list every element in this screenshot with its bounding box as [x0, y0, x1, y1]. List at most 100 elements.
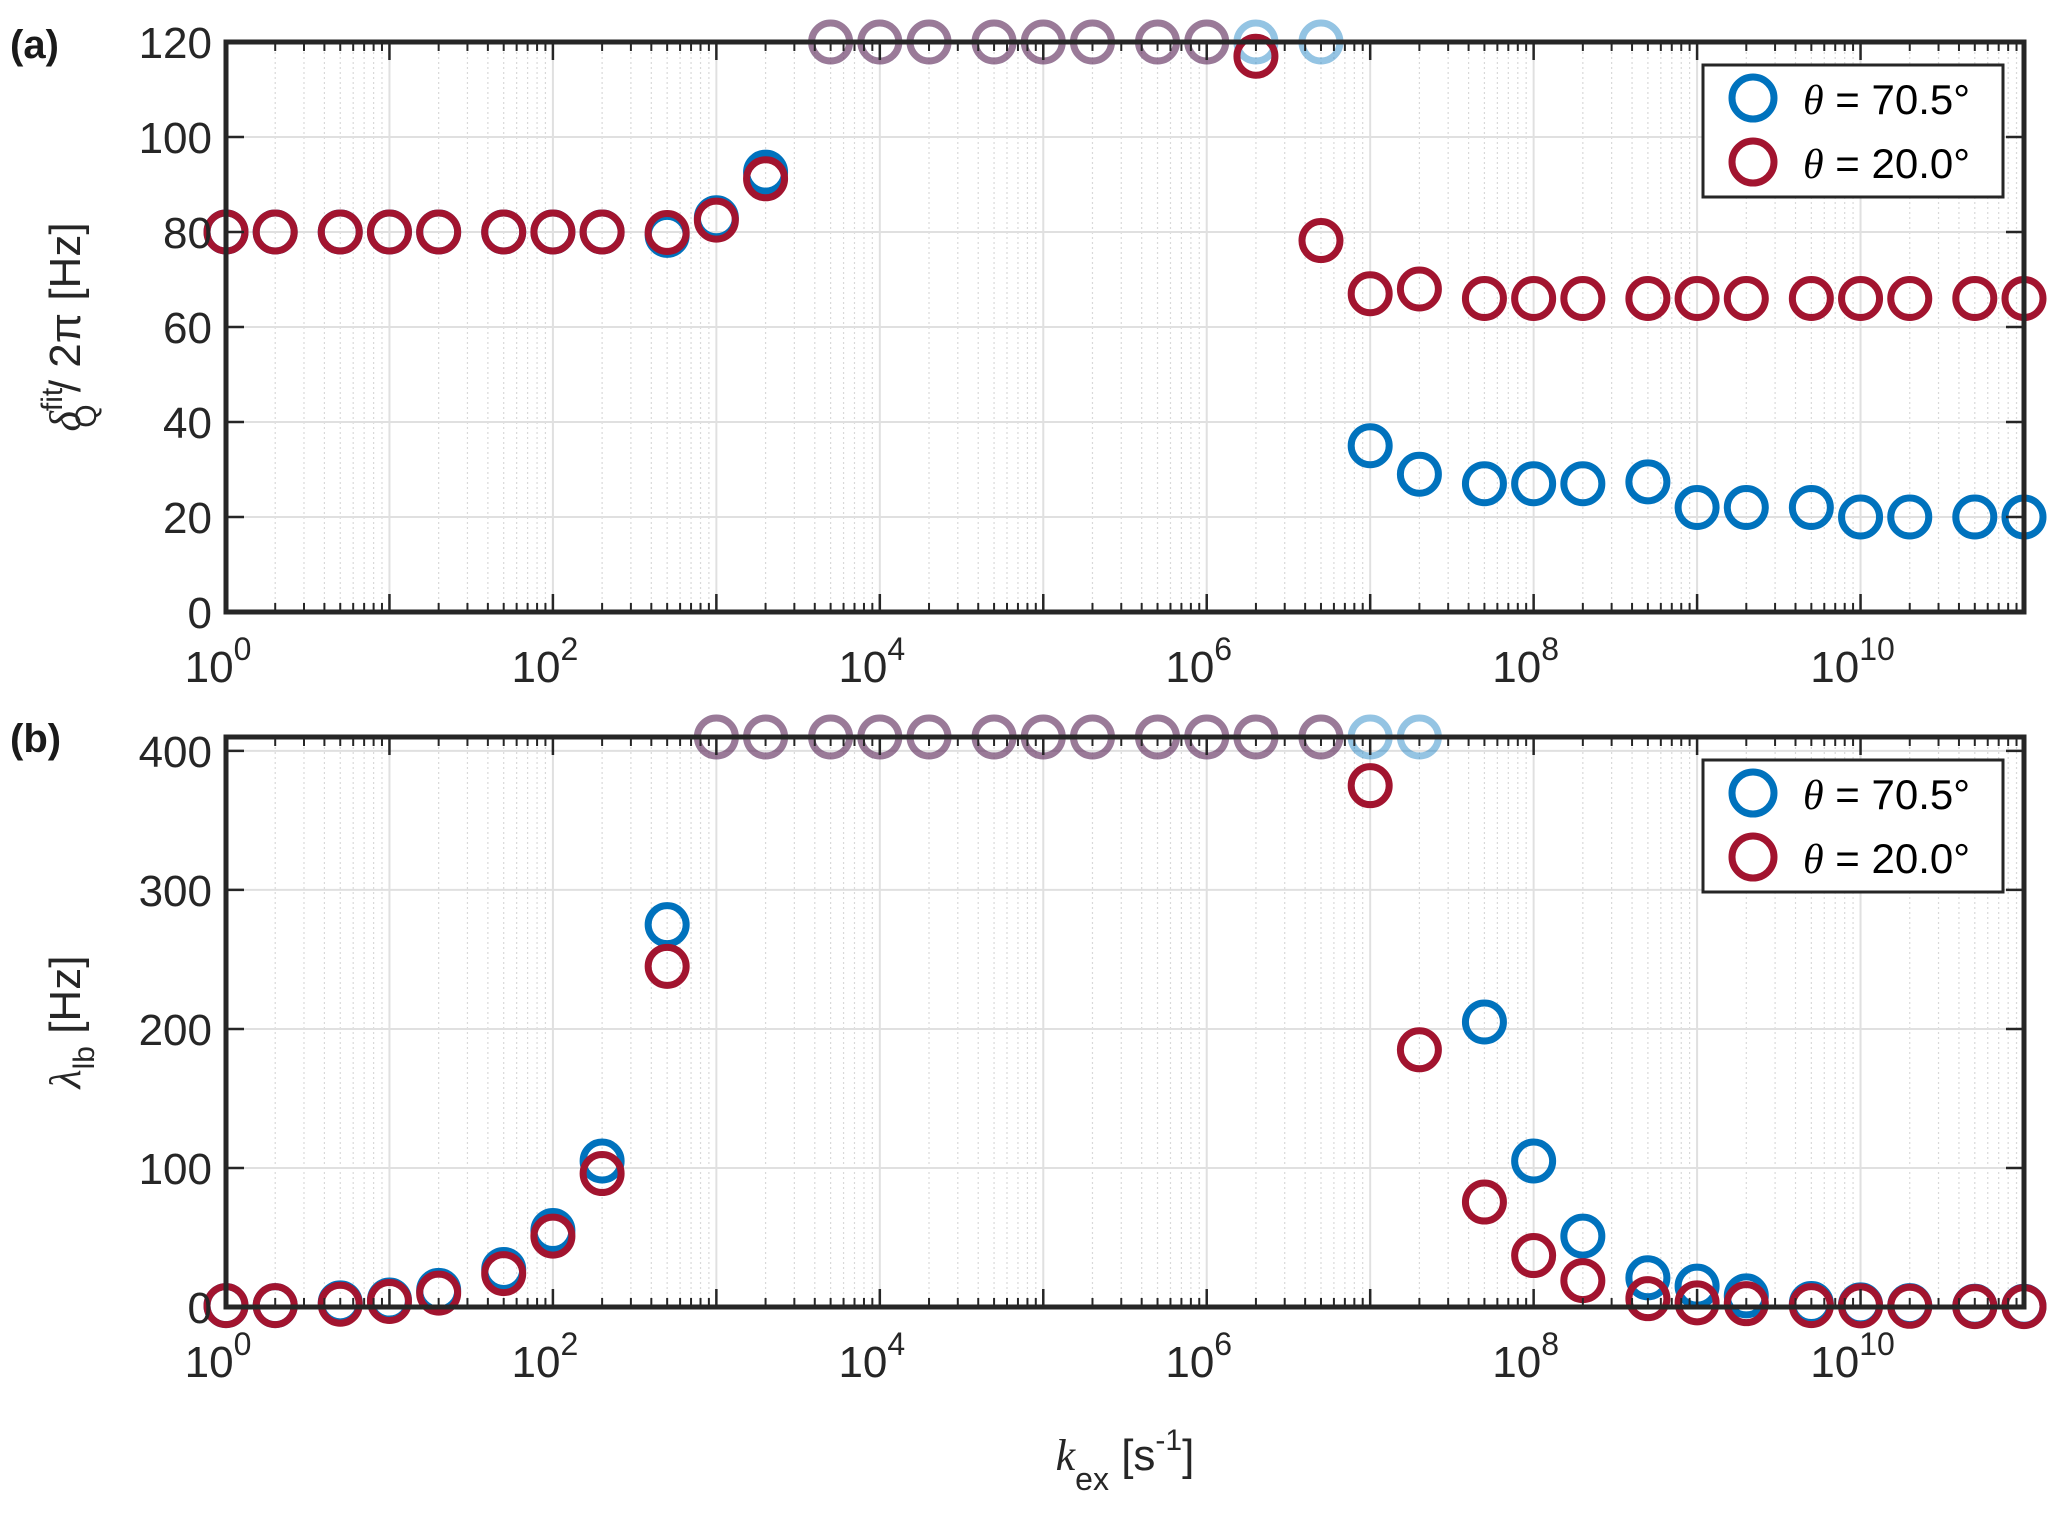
x-tick-label: 100: [185, 1326, 252, 1387]
x-tick-base: 10: [185, 1338, 234, 1387]
y-label-symbol: δ: [41, 410, 90, 432]
marker-theta-20-0: [366, 209, 412, 255]
legend-entry-label: θ = 70.5°: [1803, 76, 1970, 124]
y-tick-label: 200: [139, 1006, 212, 1055]
x-tick-exponent: 2: [560, 631, 578, 667]
marker-theta-20-0: [1347, 271, 1393, 317]
legend-theta-symbol: θ: [1803, 773, 1824, 819]
y-tick-label: 0: [188, 1284, 212, 1333]
legend-marker-icon: [1728, 73, 1778, 123]
legend-theta-value: = 70.5°: [1824, 771, 1970, 818]
x-tick-label: 108: [1492, 631, 1559, 692]
legend-theta-symbol: θ: [1803, 78, 1824, 124]
marker-theta-20-0: [1625, 276, 1671, 321]
legend-marker-icon: [1728, 832, 1778, 882]
y-label-symbol: λ: [41, 1069, 90, 1090]
marker-theta-70-5: [1674, 485, 1720, 530]
panel-a-markers: [203, 19, 2047, 540]
x-tick-label: 104: [838, 1326, 905, 1387]
x-tick-exponent: 4: [887, 1326, 905, 1362]
y-tick-label: 100: [139, 1145, 212, 1194]
y-tick-label: 40: [163, 399, 212, 448]
marker-theta-20-0: [416, 209, 462, 255]
marker-theta-20-0: [1674, 1280, 1720, 1326]
panel-a-legend: θ = 70.5° θ = 20.0°: [1701, 63, 2005, 199]
marker-theta-20-0: [579, 209, 625, 255]
marker-theta-20-0: [1723, 1281, 1769, 1327]
x-label-unit-open: [s: [1109, 1431, 1155, 1480]
y-tick-label: 80: [163, 209, 212, 258]
y-label-rest: [Hz]: [41, 956, 90, 1046]
x-tick-exponent: 6: [1214, 1326, 1232, 1362]
legend-theta-value: = 20.0°: [1824, 835, 1970, 882]
x-tick-label: 102: [512, 631, 579, 692]
marker-theta-20-0: [1560, 276, 1606, 321]
panel-b-label: (b): [10, 717, 61, 761]
x-tick-exponent: 4: [887, 631, 905, 667]
marker-theta-20-0: [1838, 276, 1884, 321]
y-label-sub: lb: [68, 1046, 101, 1069]
marker-theta-20-0: [317, 1281, 363, 1327]
marker-theta-70-5: [1511, 461, 1557, 507]
marker-theta-20-0: [1887, 276, 1933, 321]
x-tick-base: 10: [512, 1338, 561, 1387]
x-tick-label: 104: [838, 631, 905, 692]
marker-theta-70-5: [1461, 999, 1507, 1045]
y-tick-label: 0: [188, 589, 212, 638]
marker-theta-20-0: [530, 209, 576, 255]
marker-theta-20-0: [1952, 276, 1998, 321]
marker-theta-20-0: [481, 1251, 527, 1297]
marker-theta-70-5: [644, 902, 690, 948]
marker-theta-20-0: [1788, 276, 1834, 321]
legend-entry-label: θ = 70.5°: [1803, 771, 1970, 819]
marker-theta-70-5: [1723, 485, 1769, 530]
legend-entry-label: θ = 20.0°: [1803, 835, 1970, 883]
marker-theta-20-0: [579, 1151, 625, 1197]
x-label-unit-close: ]: [1182, 1431, 1194, 1480]
x-tick-exponent: 10: [1859, 631, 1895, 667]
marker-theta-20-0: [644, 209, 690, 255]
y-label-sup: fit: [36, 387, 69, 411]
x-axis-label: kex [s-1]: [1056, 1424, 1195, 1497]
marker-theta-20-0: [366, 1278, 412, 1324]
marker-theta-20-0: [1233, 33, 1279, 79]
axes-frame: [223, 734, 2027, 1310]
legend-marker-icon: [1728, 768, 1778, 818]
marker-theta-70-5: [1461, 461, 1507, 507]
x-tick-label: 106: [1165, 1326, 1232, 1387]
marker-theta-20-0: [1396, 266, 1442, 312]
x-label-unit-sup: -1: [1155, 1424, 1182, 1457]
x-label-sub: ex: [1075, 1461, 1109, 1497]
legend-entry-label: θ = 20.0°: [1803, 140, 1970, 188]
marker-theta-70-5: [1625, 1255, 1671, 1301]
x-tick-label: 1010: [1810, 1326, 1895, 1387]
x-tick-exponent: 2: [560, 1326, 578, 1362]
marker-theta-20-0: [1461, 1179, 1507, 1225]
legend-box: [1701, 758, 2005, 894]
y-tick-label: 400: [139, 728, 212, 777]
marker-theta-20-0: [1723, 276, 1769, 321]
y-tick-label: 120: [139, 19, 212, 68]
legend-theta-value: = 70.5°: [1824, 76, 1970, 123]
marker-theta-20-0: [1396, 1027, 1442, 1073]
marker-theta-20-0: [317, 209, 363, 255]
marker-theta-70-5: [579, 1138, 625, 1184]
panel-b-ticks: [224, 737, 2026, 1309]
y-tick-label: 60: [163, 304, 212, 353]
marker-theta-20-0: [416, 1270, 462, 1316]
marker-theta-20-0: [1511, 276, 1557, 321]
x-tick-exponent: 0: [234, 1326, 252, 1362]
marker-theta-20-0: [743, 156, 789, 202]
panel-a-label: (a): [10, 23, 59, 67]
panel-b-y-axis-label: λlb [Hz]: [41, 956, 101, 1091]
x-tick-base: 10: [838, 643, 887, 692]
y-tick-label: 100: [139, 114, 212, 163]
x-tick-base: 10: [1810, 1338, 1859, 1387]
panel-a-ticks: [224, 40, 2026, 614]
y-label-sub: Q: [70, 404, 103, 427]
marker-theta-20-0: [1298, 218, 1344, 264]
marker-theta-20-0: [1347, 763, 1393, 809]
